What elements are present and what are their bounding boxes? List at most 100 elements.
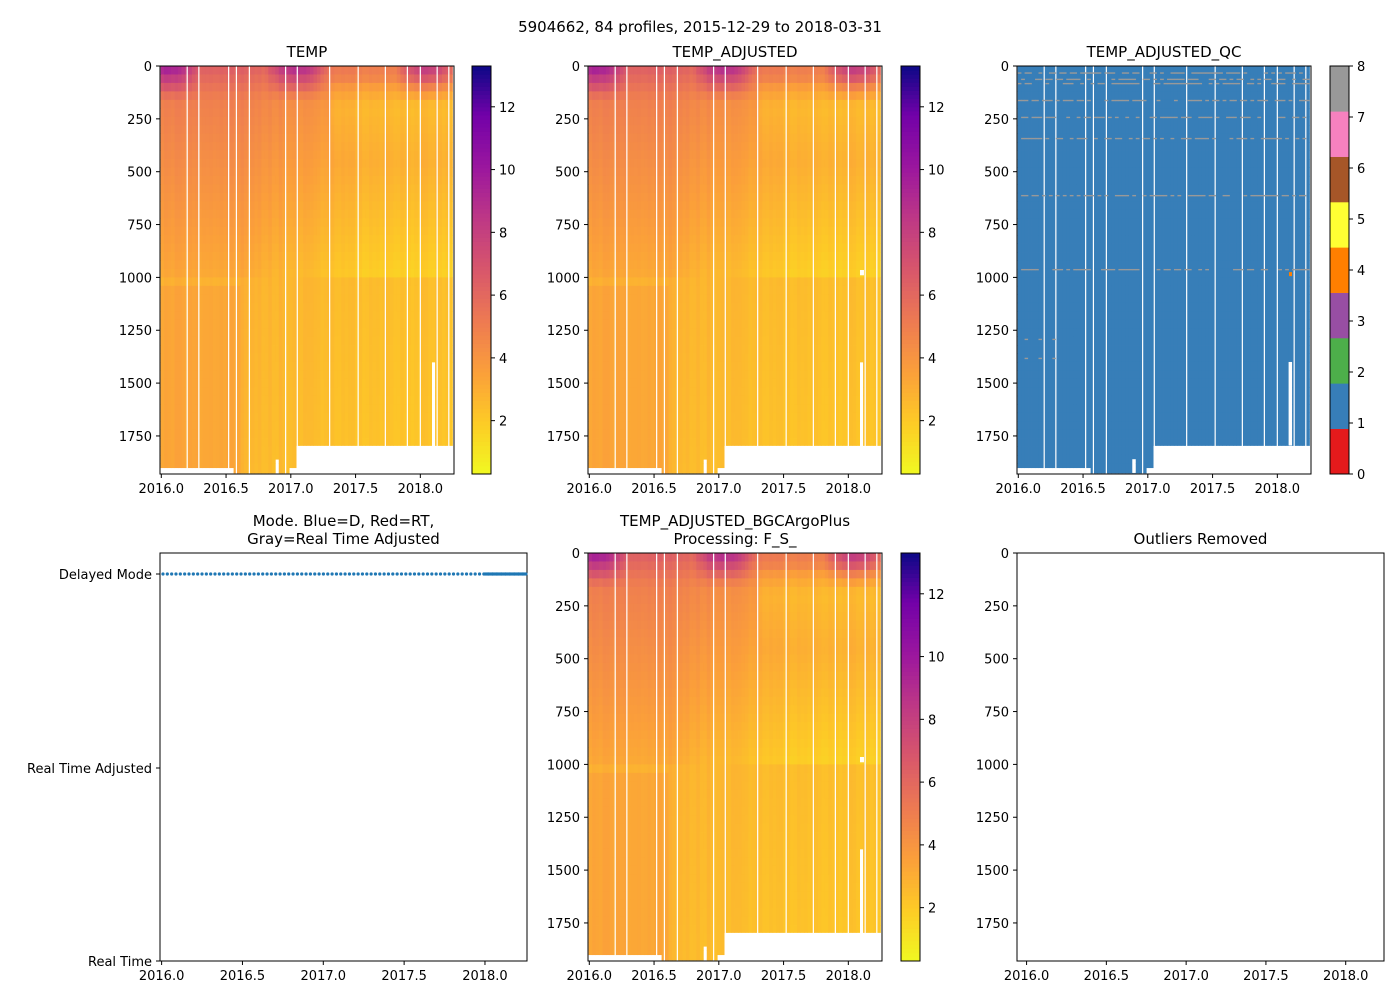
heatmap-cell [365, 370, 370, 380]
heatmap-cell [410, 184, 415, 194]
heatmap-cell [595, 125, 600, 135]
heatmap-cell [421, 218, 426, 228]
heatmap-cell [285, 311, 290, 321]
figure-suptitle: 5904662, 84 profiles, 2015-12-29 to 2018… [518, 18, 882, 36]
heatmap-cell [209, 294, 214, 304]
heatmap-cell [421, 99, 426, 109]
heatmap-cell [348, 421, 353, 431]
heatmap-cell [223, 268, 228, 278]
heatmap-cell [379, 99, 384, 109]
heatmap-cell [230, 74, 234, 84]
heatmap-cell [160, 438, 165, 447]
heatmap-cell [623, 404, 628, 414]
heatmap-cell [240, 125, 245, 135]
heatmap-cell [261, 429, 266, 439]
heatmap-cell [285, 108, 290, 118]
heatmap-cell [602, 387, 607, 397]
heatmap-cell [285, 438, 290, 447]
heatmap-cell [261, 268, 266, 278]
heatmap-cell [599, 108, 603, 118]
heatmap-cell [320, 412, 325, 422]
heatmap-cell [306, 201, 311, 211]
heatmap-cell [278, 260, 283, 270]
heatmap-cell [174, 192, 179, 202]
heatmap-cell [261, 99, 266, 109]
heatmap-cell [299, 74, 304, 84]
heatmap-cell [244, 353, 248, 363]
heatmap-cell [602, 463, 607, 469]
heatmap-cell [292, 125, 297, 135]
heatmap-cell [372, 395, 377, 405]
heatmap-cell [233, 345, 238, 354]
heatmap-column [316, 66, 321, 446]
heatmap-cell [379, 159, 384, 168]
heatmap-cell [171, 387, 175, 397]
heatmap-cell [379, 209, 384, 219]
heatmap-cell [209, 66, 214, 75]
heatmap-cell [303, 243, 307, 253]
heatmap-cell [428, 235, 433, 244]
heatmap-cell [630, 353, 635, 363]
heatmap-cell [209, 302, 214, 312]
heatmap-cell [188, 235, 193, 244]
heatmap-cell [428, 125, 433, 135]
heatmap-cell [362, 82, 367, 92]
heatmap-cell [264, 116, 269, 126]
heatmap-cell [202, 361, 207, 371]
heatmap-cell [198, 429, 203, 439]
heatmap-cell [244, 192, 248, 202]
heatmap-cell [330, 99, 335, 109]
heatmap-cell [178, 218, 182, 228]
heatmap-cell [358, 125, 363, 135]
heatmap-cell [376, 209, 380, 219]
heatmap-cell [588, 82, 593, 92]
heatmap-cell [431, 167, 436, 177]
heatmap-cell [205, 378, 210, 388]
heatmap-cell [278, 82, 283, 92]
heatmap-cell [640, 268, 645, 278]
heatmap-cell [223, 378, 228, 388]
heatmap-cell [237, 252, 241, 261]
heatmap-cell [602, 268, 607, 278]
heatmap-cell [296, 404, 300, 414]
heatmap-cell [285, 463, 290, 473]
heatmap-cell [164, 243, 168, 253]
heatmap-cell [230, 108, 234, 118]
heatmap-cell [424, 235, 429, 244]
heatmap-cell [344, 125, 349, 135]
heatmap-cell [344, 74, 349, 84]
heatmap-cell [637, 378, 642, 388]
heatmap-cell [369, 285, 373, 295]
heatmap-cell [348, 108, 353, 118]
heatmap-cell [271, 471, 276, 474]
heatmap-cell [599, 404, 603, 414]
heatmap-cell [289, 159, 294, 168]
heatmap-cell [393, 302, 398, 312]
heatmap-cell [178, 116, 182, 126]
heatmap-cell [351, 378, 356, 388]
heatmap-cell [448, 404, 453, 414]
heatmap-cell [386, 319, 391, 329]
heatmap-cell [637, 395, 642, 405]
heatmap-cell [438, 268, 443, 278]
heatmap-cell [389, 74, 394, 84]
heatmap-cell [240, 328, 245, 337]
heatmap-cell [400, 91, 405, 101]
heatmap-cell [178, 319, 182, 329]
heatmap-cell [271, 167, 276, 177]
heatmap-cell [240, 192, 245, 202]
heatmap-cell [644, 370, 649, 380]
heatmap-cell [424, 429, 429, 439]
heatmap-cell [188, 463, 193, 469]
heatmap-cell [282, 446, 287, 456]
heatmap-cell [292, 463, 297, 469]
heatmap-cell [171, 429, 175, 439]
heatmap-cell [212, 319, 217, 329]
heatmap-cell [626, 446, 631, 456]
heatmap-cell [160, 99, 165, 109]
heatmap-cell [633, 285, 638, 295]
heatmap-cell [320, 311, 325, 321]
heatmap-cell [400, 421, 405, 431]
heatmap-cell [282, 268, 287, 278]
heatmap-cell [599, 353, 603, 363]
